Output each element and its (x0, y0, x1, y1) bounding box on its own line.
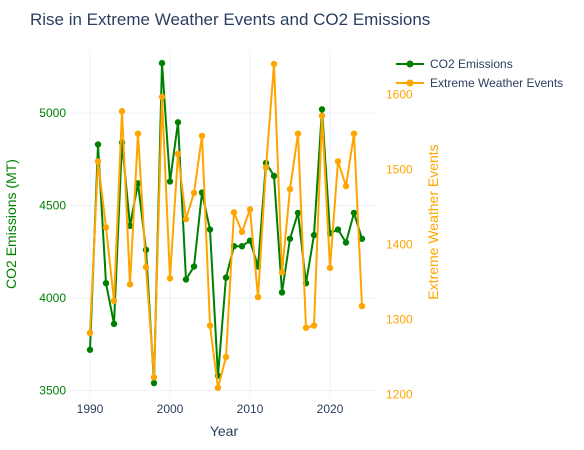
data-point-weather[interactable] (94, 158, 102, 165)
data-point-weather[interactable] (350, 130, 358, 137)
data-point-co2[interactable] (358, 235, 366, 242)
data-point-weather[interactable] (310, 322, 318, 329)
x-axis-ticks: 1990 2000 2010 2020 (77, 402, 344, 416)
data-point-weather[interactable] (150, 374, 158, 381)
legend-item-weather[interactable]: Extreme Weather Events (396, 76, 563, 90)
legend-label-co2: CO2 Emissions (430, 57, 513, 71)
data-point-weather[interactable] (230, 209, 238, 216)
data-point-co2[interactable] (166, 178, 174, 185)
data-point-weather[interactable] (166, 275, 174, 282)
data-point-weather[interactable] (214, 384, 222, 391)
chart-title: Rise in Extreme Weather Events and CO2 E… (30, 10, 430, 29)
data-point-co2[interactable] (182, 276, 190, 283)
legend-marker-co2 (406, 60, 414, 68)
y1-tick-label: 4000 (39, 291, 66, 305)
x-tick-label: 2000 (157, 402, 184, 416)
y2-axis-title: Extreme Weather Events (425, 144, 441, 299)
data-point-co2[interactable] (278, 289, 286, 296)
data-point-weather[interactable] (318, 112, 326, 119)
data-point-co2[interactable] (190, 263, 198, 270)
data-point-weather[interactable] (126, 281, 134, 288)
data-point-weather[interactable] (334, 158, 342, 165)
y2-tick-label: 1300 (386, 313, 413, 327)
data-point-co2[interactable] (294, 209, 302, 217)
data-point-co2[interactable] (158, 59, 166, 67)
x-axis-title: Year (210, 423, 239, 439)
data-point-weather[interactable] (254, 293, 262, 301)
data-point-co2[interactable] (238, 242, 246, 250)
x-tick-label: 2010 (237, 402, 264, 416)
legend-marker-weather (406, 79, 414, 87)
y2-tick-label: 1200 (386, 388, 413, 402)
data-point-co2[interactable] (310, 231, 318, 239)
data-point-weather[interactable] (294, 130, 302, 137)
data-point-weather[interactable] (270, 60, 278, 68)
legend: CO2 Emissions Extreme Weather Events (396, 57, 563, 90)
y2-tick-label: 1600 (386, 88, 413, 102)
data-point-co2[interactable] (342, 239, 350, 246)
y2-axis-ticks: 1200 1300 1400 1500 1600 (386, 88, 413, 402)
legend-label-weather: Extreme Weather Events (430, 76, 563, 90)
data-point-weather[interactable] (286, 185, 294, 193)
data-point-weather[interactable] (182, 215, 190, 223)
data-point-weather[interactable] (326, 264, 334, 272)
data-point-co2[interactable] (350, 209, 358, 217)
y1-axis-ticks: 3500 4000 4500 5000 (39, 106, 66, 397)
data-point-co2[interactable] (86, 346, 94, 353)
data-point-co2[interactable] (334, 226, 342, 233)
data-point-co2[interactable] (126, 222, 134, 230)
data-point-weather[interactable] (134, 130, 142, 137)
y2-tick-label: 1400 (386, 238, 413, 252)
data-point-co2[interactable] (102, 279, 110, 287)
data-point-weather[interactable] (110, 297, 118, 305)
data-point-weather[interactable] (358, 302, 366, 310)
data-point-weather[interactable] (342, 182, 350, 190)
x-tick-label: 2020 (317, 402, 344, 416)
data-point-weather[interactable] (102, 224, 110, 231)
data-point-weather[interactable] (278, 269, 286, 276)
data-point-co2[interactable] (246, 237, 254, 244)
y1-tick-label: 4500 (39, 199, 66, 213)
data-point-weather[interactable] (246, 206, 254, 213)
y1-tick-label: 5000 (39, 106, 66, 120)
data-point-weather[interactable] (190, 189, 198, 197)
data-point-co2[interactable] (222, 274, 230, 281)
data-point-weather[interactable] (206, 322, 214, 329)
data-point-co2[interactable] (270, 172, 278, 180)
data-point-co2[interactable] (206, 226, 214, 233)
data-point-weather[interactable] (302, 324, 310, 331)
data-point-co2[interactable] (318, 106, 326, 113)
data-point-weather[interactable] (86, 329, 94, 337)
legend-item-co2[interactable]: CO2 Emissions (396, 57, 513, 71)
data-point-co2[interactable] (110, 320, 118, 328)
data-point-co2[interactable] (94, 141, 102, 148)
data-point-weather[interactable] (198, 132, 206, 140)
x-tick-label: 1990 (77, 402, 104, 416)
data-point-weather[interactable] (222, 353, 230, 361)
data-point-weather[interactable] (262, 164, 270, 171)
data-point-weather[interactable] (142, 263, 150, 271)
data-point-weather[interactable] (174, 150, 182, 158)
data-point-co2[interactable] (174, 119, 182, 126)
plot-area (86, 59, 366, 391)
data-point-weather[interactable] (158, 93, 166, 101)
data-point-weather[interactable] (238, 228, 246, 236)
data-point-co2[interactable] (150, 379, 158, 387)
y2-tick-label: 1500 (386, 163, 413, 177)
grid-lines (70, 52, 378, 396)
y1-tick-label: 3500 (39, 383, 66, 397)
data-point-weather[interactable] (118, 108, 126, 115)
y1-axis-title: CO2 Emissions (MT) (3, 159, 19, 289)
data-point-co2[interactable] (286, 235, 294, 242)
